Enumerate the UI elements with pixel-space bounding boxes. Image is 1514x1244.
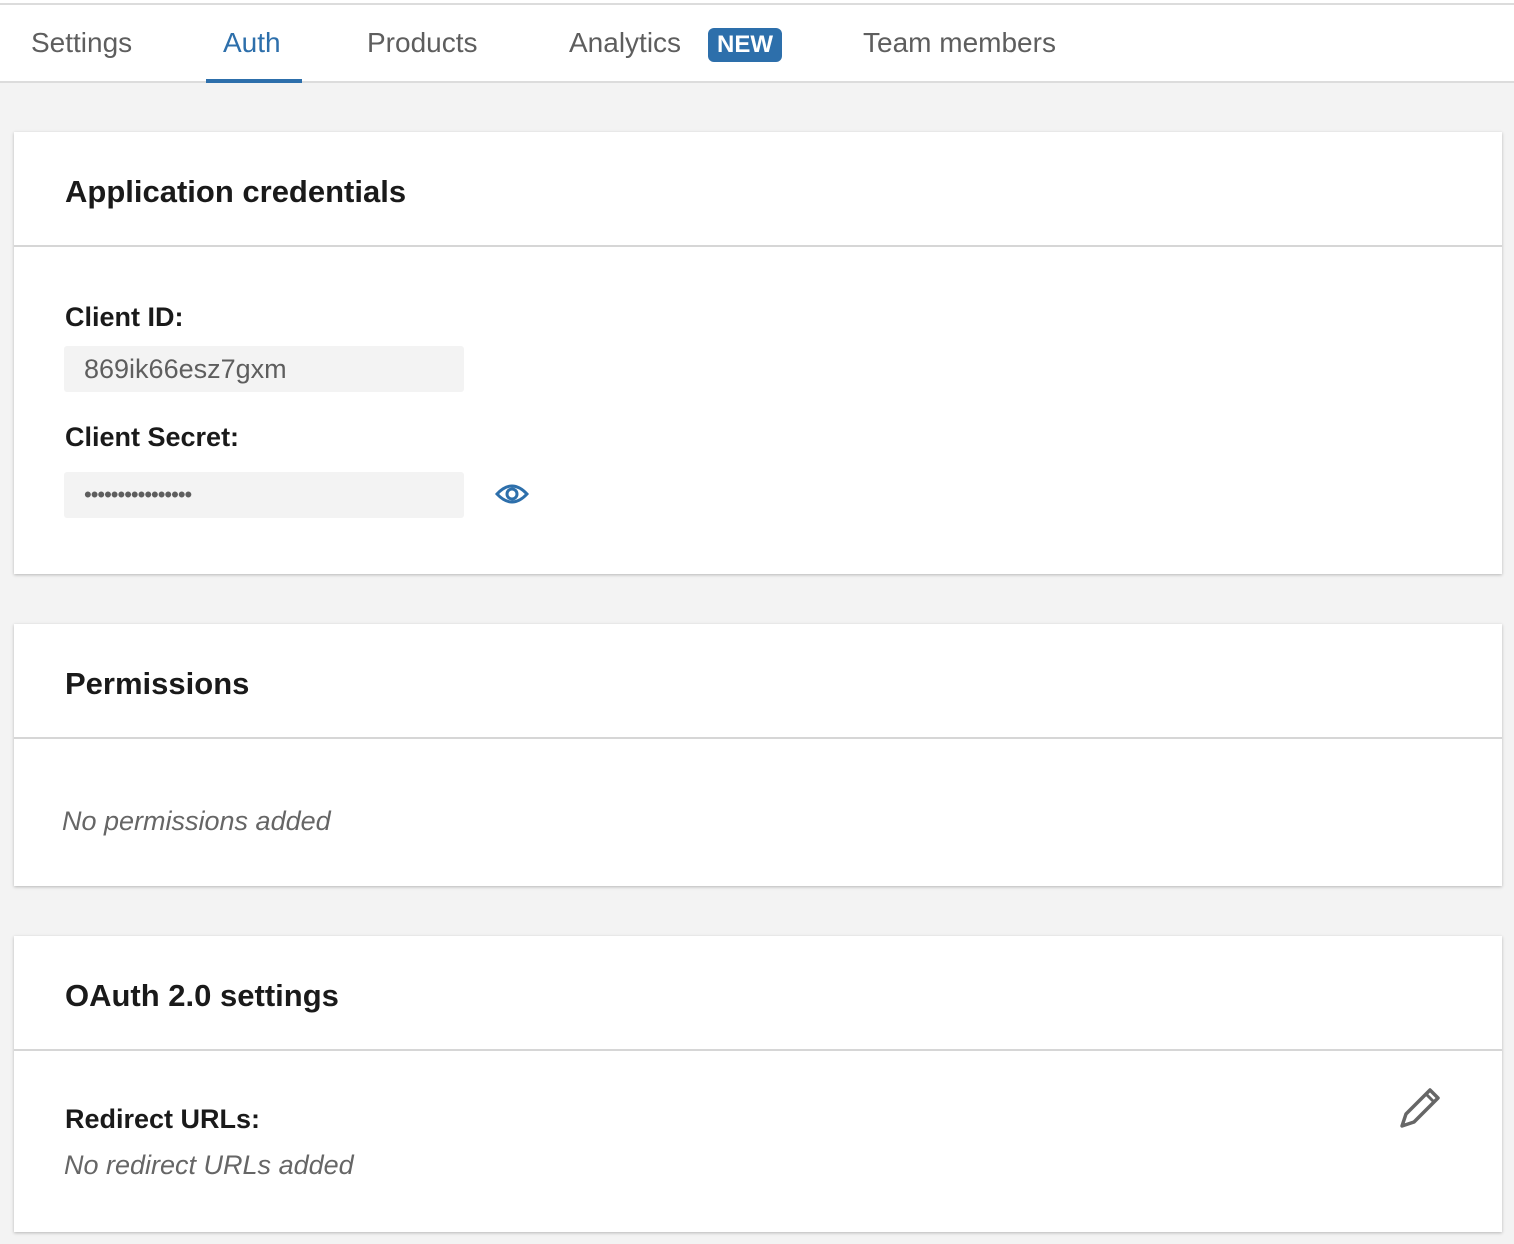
client-id-label: Client ID: (65, 302, 184, 332)
new-badge: NEW (708, 28, 782, 62)
permissions-empty-text: No permissions added (62, 806, 331, 836)
permissions-title: Permissions (14, 624, 1502, 739)
tab-bar: Settings Auth Products Analytics NEW Tea… (0, 5, 1514, 83)
client-secret-field[interactable]: •••••••••••••••• (64, 472, 464, 518)
tab-settings[interactable]: Settings (31, 27, 133, 58)
redirect-urls-label: Redirect URLs: (65, 1104, 261, 1134)
client-secret-label: Client Secret: (65, 422, 240, 452)
oauth-title: OAuth 2.0 settings (14, 936, 1502, 1051)
top-border (0, 0, 1514, 5)
credentials-title: Application credentials (14, 132, 1502, 247)
oauth-card: OAuth 2.0 settings Redirect URLs: No red… (14, 936, 1502, 1232)
client-id-field[interactable]: 869ik66esz7gxm (64, 346, 464, 392)
tab-products[interactable]: Products (367, 27, 478, 58)
credentials-card: Application credentials Client ID: 869ik… (14, 132, 1502, 574)
tab-analytics[interactable]: Analytics (569, 27, 682, 58)
redirect-urls-empty-text: No redirect URLs added (64, 1150, 354, 1180)
eye-icon[interactable] (494, 480, 530, 513)
tab-auth[interactable]: Auth (223, 27, 281, 58)
permissions-card: Permissions No permissions added (14, 624, 1502, 886)
tab-team-members[interactable]: Team members (863, 27, 1056, 58)
active-tab-indicator (206, 79, 302, 83)
pencil-icon[interactable] (1398, 1086, 1442, 1135)
